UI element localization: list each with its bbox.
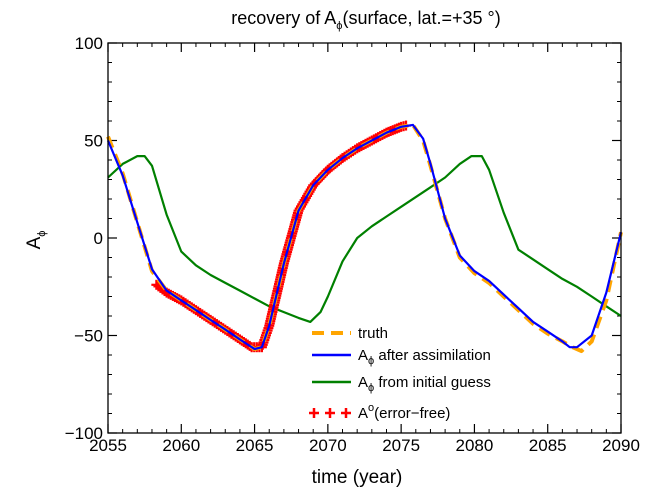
chart-title: recovery of Aϕ(surface, lat.=+35 °) bbox=[231, 8, 501, 32]
x-tick-label: 2060 bbox=[162, 436, 200, 455]
x-tick-label: 2085 bbox=[529, 436, 567, 455]
plot-frame bbox=[107, 42, 622, 434]
ticks-layer: 2055 2060 2065 2070 2075 2080 2085 2090 −100 −50 0… bbox=[65, 34, 640, 455]
x-tick-label: 2065 bbox=[236, 436, 274, 455]
legend-label-after-assimilation: Aϕ after assimilation bbox=[358, 347, 491, 367]
title-main: recovery of A bbox=[231, 8, 336, 28]
series-truth bbox=[106, 122, 623, 354]
x-tick-label: 2070 bbox=[309, 436, 347, 455]
legend: truth Aϕ after assimilation Aϕ from init… bbox=[309, 325, 491, 422]
legend-label-initial-guess: Aϕ from initial guess bbox=[358, 374, 491, 394]
legend-label-truth: truth bbox=[358, 325, 388, 342]
x-tick-label: 2055 bbox=[89, 436, 127, 455]
x-axis-title: time (year) bbox=[312, 467, 403, 488]
ylabel-main: A bbox=[24, 236, 45, 249]
legend-label-observations: Ao(error−free) bbox=[358, 402, 450, 422]
y-tick-label: 0 bbox=[94, 229, 103, 248]
series-layer bbox=[106, 120, 623, 354]
title-sub: ϕ bbox=[336, 20, 342, 32]
series-observations bbox=[151, 120, 412, 353]
y-tick-label: 100 bbox=[75, 34, 103, 53]
ylabel-sub: ϕ bbox=[36, 231, 48, 237]
y-tick-label: −50 bbox=[74, 327, 103, 346]
title-rest: (surface, lat.=+35 °) bbox=[342, 8, 500, 28]
y-tick-label: −100 bbox=[65, 424, 103, 443]
x-tick-label: 2080 bbox=[456, 436, 494, 455]
y-axis-title: Aϕ bbox=[24, 231, 48, 250]
x-tick-label: 2075 bbox=[382, 436, 420, 455]
series-initial-guess bbox=[107, 155, 622, 323]
series-after-assimilation bbox=[106, 123, 623, 351]
legend-swatch-observations bbox=[309, 408, 351, 418]
y-tick-label: 50 bbox=[84, 132, 103, 151]
x-tick-label: 2090 bbox=[602, 436, 640, 455]
